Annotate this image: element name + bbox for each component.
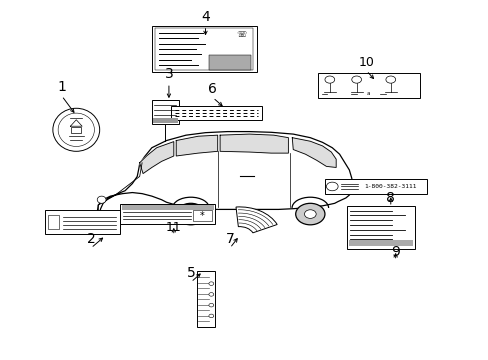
Bar (196, 271, 215, 327)
Bar (44, 211, 120, 234)
Circle shape (326, 182, 337, 191)
Text: 4: 4 (201, 10, 209, 24)
Circle shape (208, 293, 213, 296)
Bar (71, 127, 81, 134)
Bar (171, 106, 261, 120)
Bar (152, 26, 256, 72)
Circle shape (208, 314, 213, 318)
Text: 7: 7 (225, 232, 234, 246)
Text: 1-800-382-3111: 1-800-382-3111 (363, 184, 416, 189)
Text: 2: 2 (86, 232, 95, 246)
Bar (153, 118, 177, 123)
Circle shape (304, 210, 316, 219)
Polygon shape (220, 134, 288, 153)
Circle shape (385, 76, 395, 83)
Circle shape (176, 203, 205, 225)
Polygon shape (292, 138, 335, 167)
Text: 3: 3 (164, 67, 173, 81)
Bar (48, 215, 59, 229)
Bar (348, 239, 412, 246)
Text: *: * (200, 211, 204, 221)
Bar (317, 73, 419, 98)
Wedge shape (236, 207, 277, 233)
Text: 9: 9 (390, 245, 399, 259)
Bar (193, 210, 211, 221)
Circle shape (208, 282, 213, 285)
Circle shape (184, 210, 196, 219)
Bar (152, 100, 178, 125)
Text: 10: 10 (358, 56, 374, 69)
Text: 1: 1 (57, 80, 66, 94)
Text: a: a (366, 91, 370, 96)
Text: 11: 11 (165, 221, 182, 234)
Circle shape (208, 303, 213, 307)
Bar (120, 204, 215, 224)
Ellipse shape (97, 196, 106, 203)
Polygon shape (97, 132, 352, 220)
Text: 5: 5 (186, 266, 195, 280)
Ellipse shape (53, 108, 100, 151)
Bar (122, 205, 213, 211)
Bar (155, 28, 253, 70)
Text: 8: 8 (386, 191, 394, 205)
Bar (209, 55, 250, 69)
Text: ☏: ☏ (236, 30, 247, 39)
Polygon shape (176, 135, 217, 156)
Circle shape (295, 203, 325, 225)
Polygon shape (140, 141, 173, 174)
Bar (325, 179, 427, 194)
Text: 6: 6 (208, 82, 217, 96)
Circle shape (325, 76, 334, 83)
Bar (346, 206, 414, 249)
Circle shape (351, 76, 361, 83)
